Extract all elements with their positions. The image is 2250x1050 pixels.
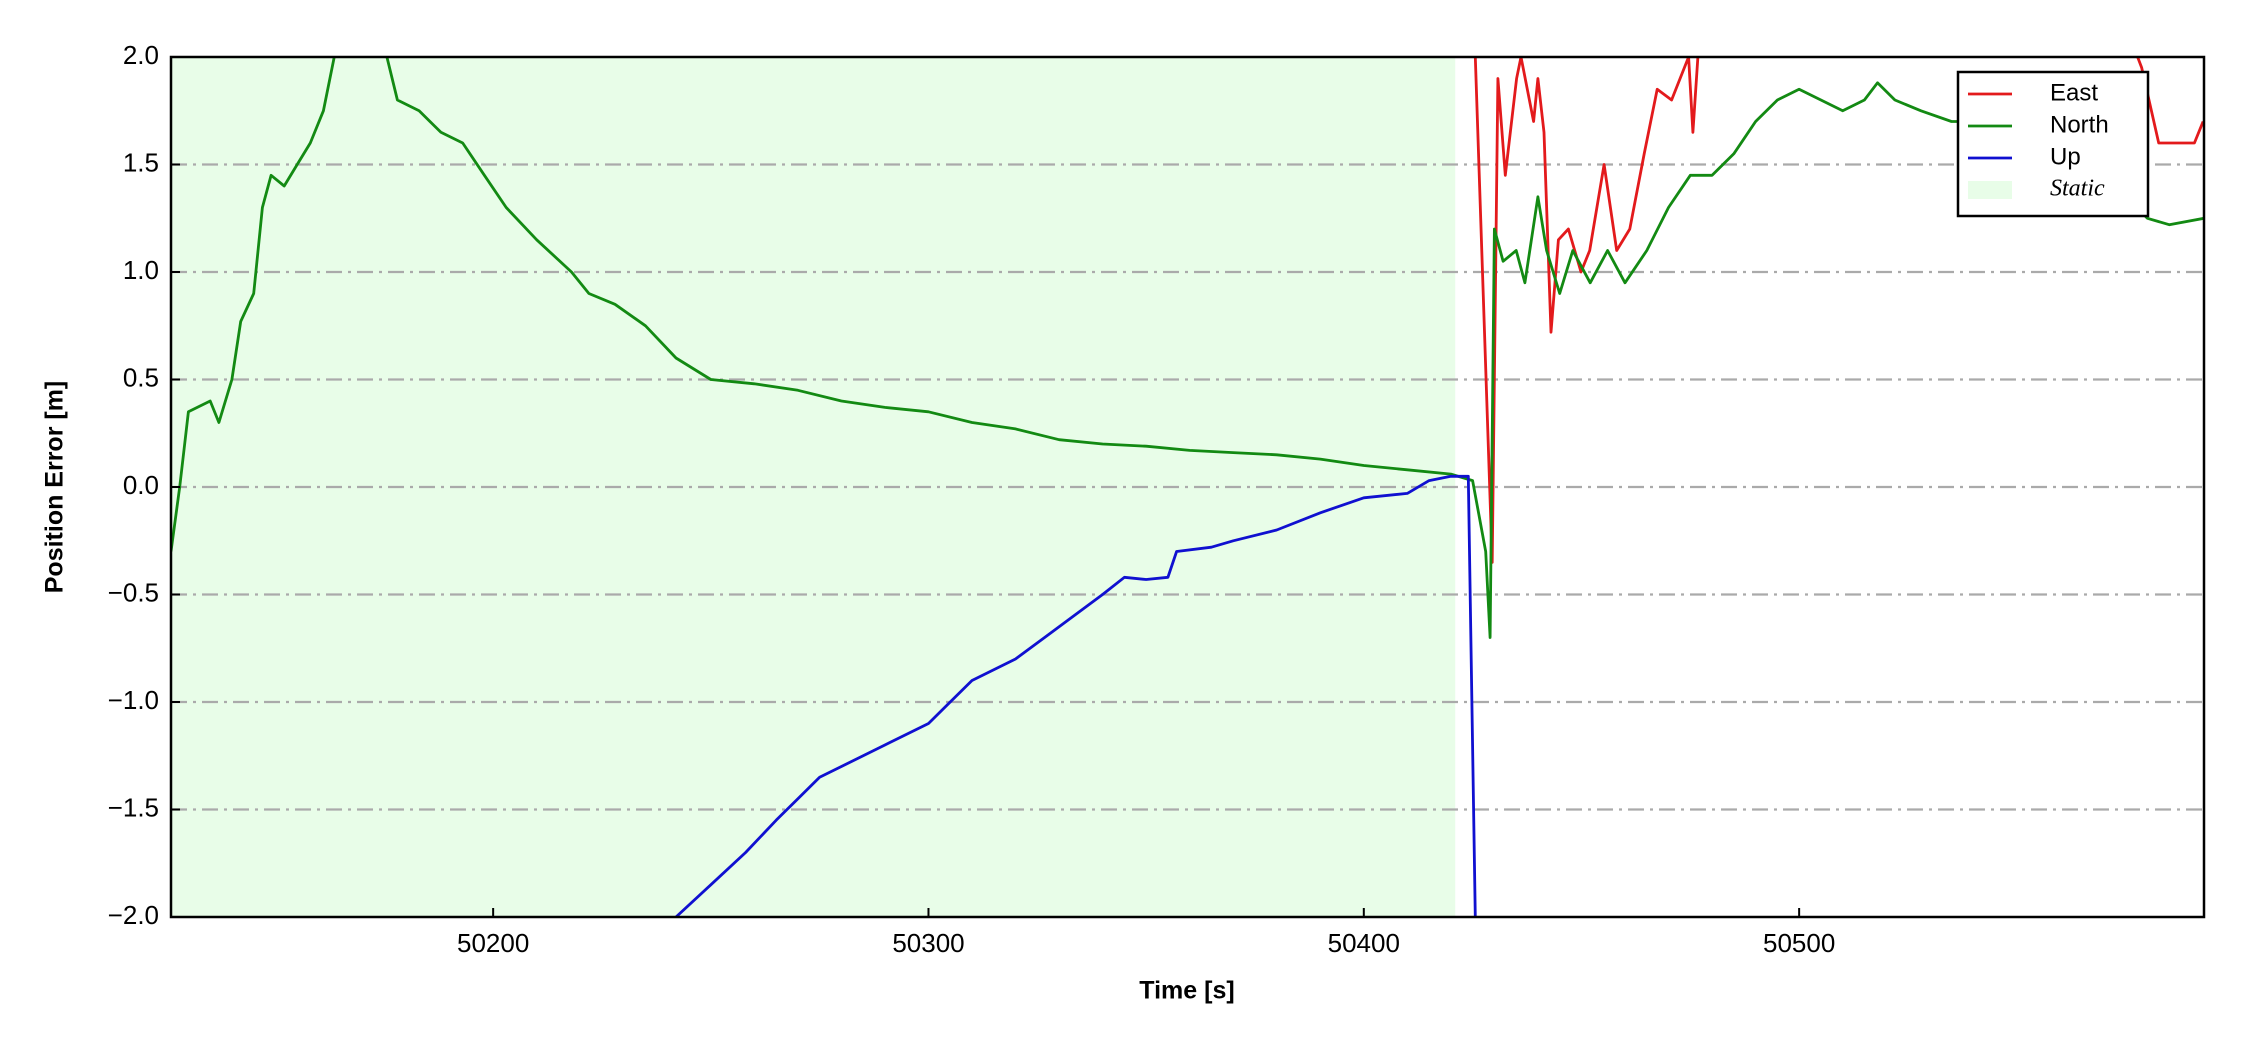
y-tick-label: 1.5 <box>123 147 159 177</box>
legend-label: North <box>2050 111 2109 138</box>
legend-label: East <box>2050 79 2098 106</box>
y-tick-label: −1.5 <box>108 792 159 822</box>
series-line <box>1473 57 2204 564</box>
legend-label: Up <box>2050 143 2081 170</box>
series-line <box>675 474 1477 917</box>
y-tick-label: 1.0 <box>123 255 159 285</box>
x-tick-label: 50200 <box>457 928 529 958</box>
x-axis-title: Time [s] <box>1139 977 1234 1005</box>
y-axis-title: Position Error [m] <box>41 381 69 594</box>
tick-layer: −2.0 −1.5 −1.0 −0.5 0.0 0.5 1.0 1.5 2.0 50200 5030… <box>108 40 1836 958</box>
y-tick-label: 0.0 <box>123 470 159 500</box>
y-tick-label: −1.0 <box>108 685 159 715</box>
y-tick-label: −0.5 <box>108 577 159 607</box>
x-tick-label: 50500 <box>1763 928 1835 958</box>
legend-swatch <box>1968 181 2012 199</box>
y-tick-label: 2.0 <box>123 40 159 70</box>
x-tick-label: 50400 <box>1328 928 1400 958</box>
x-tick-label: 50300 <box>892 928 964 958</box>
series-line <box>171 57 2204 639</box>
y-tick-label: −2.0 <box>108 900 159 930</box>
line-layer <box>171 57 2204 917</box>
y-tick-label: 0.5 <box>123 362 159 392</box>
legend-label: Static <box>2050 176 2105 202</box>
legend: East North Up Static <box>1956 70 2150 218</box>
grid-layer <box>171 163 2204 811</box>
